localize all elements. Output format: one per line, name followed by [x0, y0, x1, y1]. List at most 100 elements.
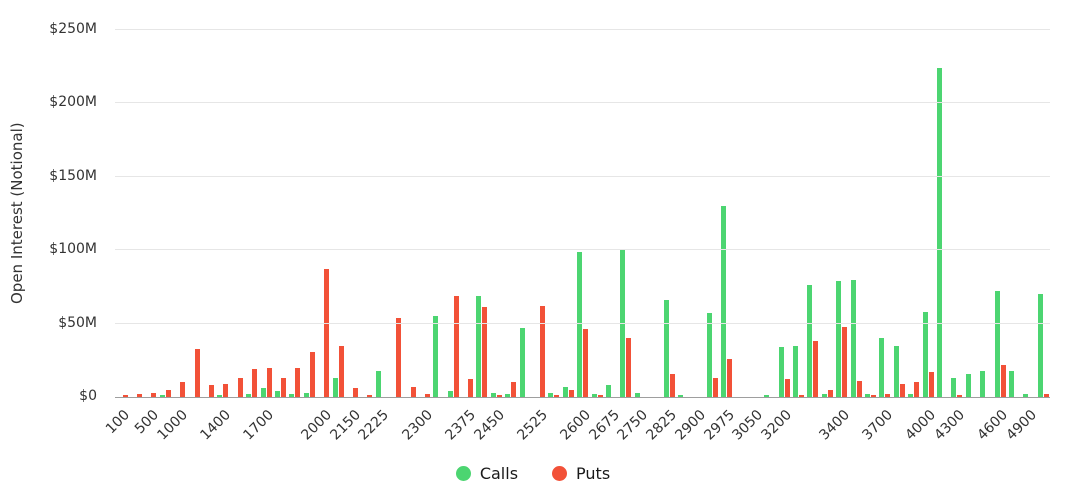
- bar-calls[interactable]: [922, 311, 928, 397]
- bar-calls[interactable]: [375, 370, 381, 397]
- bar-puts[interactable]: [309, 351, 315, 397]
- bar-puts[interactable]: [669, 373, 675, 397]
- bar-puts[interactable]: [899, 383, 905, 397]
- bar-puts[interactable]: [568, 389, 574, 397]
- bar-puts[interactable]: [957, 395, 963, 397]
- bar-puts[interactable]: [511, 382, 517, 397]
- bar-puts[interactable]: [367, 395, 373, 397]
- bar-calls[interactable]: [764, 395, 770, 397]
- bar-puts[interactable]: [453, 295, 459, 397]
- bar-calls[interactable]: [721, 206, 727, 397]
- bar-puts[interactable]: [712, 377, 718, 397]
- bar-calls[interactable]: [865, 394, 870, 397]
- bar-puts[interactable]: [856, 380, 862, 397]
- bar-puts[interactable]: [410, 386, 416, 397]
- bar-calls[interactable]: [980, 370, 986, 397]
- bar-calls[interactable]: [994, 291, 1000, 397]
- x-tick-label: 2675: [586, 407, 623, 444]
- bar-calls[interactable]: [1008, 370, 1014, 397]
- bar-puts[interactable]: [280, 377, 286, 397]
- x-tick-label: 2600: [557, 407, 594, 444]
- bar-puts[interactable]: [165, 389, 171, 397]
- bar-puts[interactable]: [827, 389, 833, 397]
- bar-puts[interactable]: [396, 317, 402, 397]
- bar-puts[interactable]: [784, 379, 790, 397]
- bar-calls[interactable]: [936, 68, 942, 397]
- bar-puts[interactable]: [496, 395, 502, 397]
- bar-puts[interactable]: [338, 345, 344, 397]
- bar-calls[interactable]: [519, 328, 525, 397]
- bar-puts[interactable]: [914, 382, 920, 397]
- bar-calls[interactable]: [893, 345, 899, 397]
- bar-calls[interactable]: [490, 392, 496, 397]
- bar-calls[interactable]: [260, 388, 266, 397]
- bar-puts[interactable]: [137, 394, 143, 397]
- bar-calls[interactable]: [159, 395, 165, 397]
- bar-puts[interactable]: [1000, 364, 1006, 397]
- bar-calls[interactable]: [706, 313, 712, 397]
- bar-group: [993, 30, 1007, 397]
- legend-item-puts[interactable]: Puts: [552, 464, 610, 483]
- bar-calls[interactable]: [562, 386, 568, 397]
- bar-puts[interactable]: [295, 367, 301, 397]
- bar-calls[interactable]: [951, 377, 957, 397]
- bar-puts[interactable]: [352, 388, 358, 397]
- bar-calls[interactable]: [447, 391, 453, 397]
- legend-item-calls[interactable]: Calls: [455, 464, 518, 483]
- bar-puts[interactable]: [324, 269, 330, 397]
- bar-calls[interactable]: [433, 316, 439, 397]
- bar-puts[interactable]: [727, 358, 733, 397]
- bar-calls[interactable]: [217, 395, 223, 397]
- bar-puts[interactable]: [799, 395, 805, 397]
- bar-calls[interactable]: [850, 279, 856, 397]
- bar-calls[interactable]: [605, 385, 611, 397]
- bar-puts[interactable]: [928, 372, 934, 397]
- bar-calls[interactable]: [908, 394, 914, 397]
- bar-puts[interactable]: [1043, 394, 1049, 397]
- bar-calls[interactable]: [778, 347, 784, 397]
- bar-puts[interactable]: [871, 395, 876, 397]
- bar-calls[interactable]: [505, 394, 511, 397]
- bar-puts[interactable]: [237, 377, 243, 397]
- bar-calls[interactable]: [634, 392, 640, 397]
- bar-puts[interactable]: [266, 367, 272, 397]
- bar-calls[interactable]: [879, 338, 885, 397]
- bar-puts[interactable]: [583, 329, 589, 397]
- gridline: [115, 175, 1050, 177]
- bar-puts[interactable]: [252, 369, 258, 397]
- bar-puts[interactable]: [122, 395, 128, 397]
- bar-calls[interactable]: [807, 285, 813, 397]
- bar-calls[interactable]: [677, 395, 683, 397]
- bar-puts[interactable]: [885, 394, 891, 397]
- bar-puts[interactable]: [468, 379, 474, 397]
- bar-puts[interactable]: [554, 395, 560, 397]
- bar-calls[interactable]: [548, 392, 554, 397]
- bar-puts[interactable]: [597, 395, 603, 397]
- bar-calls[interactable]: [591, 394, 597, 397]
- bar-calls[interactable]: [274, 391, 280, 397]
- bar-puts[interactable]: [813, 341, 819, 397]
- bar-calls[interactable]: [793, 345, 799, 397]
- bar-puts[interactable]: [180, 382, 186, 397]
- bar-calls[interactable]: [332, 377, 338, 397]
- bar-puts[interactable]: [194, 348, 200, 397]
- bar-calls[interactable]: [1037, 294, 1043, 397]
- bar-puts[interactable]: [482, 307, 488, 397]
- bar-calls[interactable]: [663, 300, 669, 397]
- bar-calls[interactable]: [476, 295, 482, 397]
- bar-calls[interactable]: [289, 394, 295, 397]
- bar-calls[interactable]: [303, 392, 309, 397]
- bar-calls[interactable]: [965, 373, 971, 397]
- bar-puts[interactable]: [424, 394, 430, 397]
- bar-calls[interactable]: [836, 281, 842, 397]
- bar-calls[interactable]: [1023, 394, 1029, 397]
- bar-puts[interactable]: [151, 392, 157, 397]
- bar-puts[interactable]: [223, 383, 229, 397]
- bar-puts[interactable]: [540, 305, 546, 397]
- bar-puts[interactable]: [842, 326, 848, 397]
- bar-calls[interactable]: [246, 394, 252, 397]
- bar-puts[interactable]: [626, 338, 632, 397]
- bar-calls[interactable]: [821, 394, 827, 397]
- bar-puts[interactable]: [209, 385, 215, 397]
- bar-calls[interactable]: [577, 251, 583, 397]
